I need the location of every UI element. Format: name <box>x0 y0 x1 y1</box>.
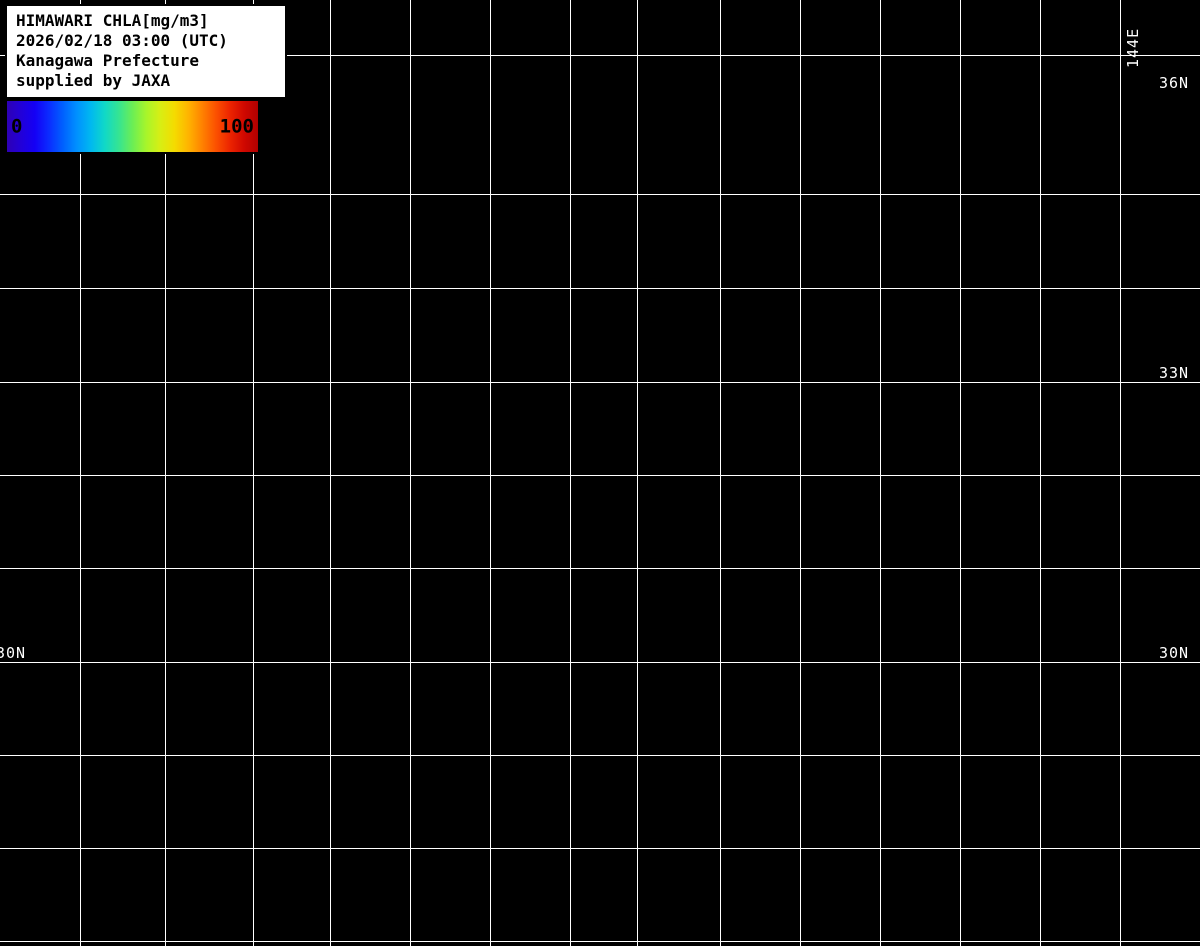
colorbar: 0 100 <box>5 99 260 154</box>
product-provider-line: Kanagawa Prefecture <box>16 51 200 70</box>
product-info-box: HIMAWARI CHLA[mg/m3] 2026/02/18 03:00 (U… <box>5 4 287 99</box>
colorbar-max-label: 100 <box>219 115 254 137</box>
product-source-line: supplied by JAXA <box>16 71 171 90</box>
colorbar-min-label: 0 <box>11 115 23 137</box>
product-datetime-line: 2026/02/18 03:00 (UTC) <box>16 31 228 50</box>
product-title-line: HIMAWARI CHLA[mg/m3] <box>16 11 209 30</box>
colorbar-gradient <box>7 101 258 152</box>
